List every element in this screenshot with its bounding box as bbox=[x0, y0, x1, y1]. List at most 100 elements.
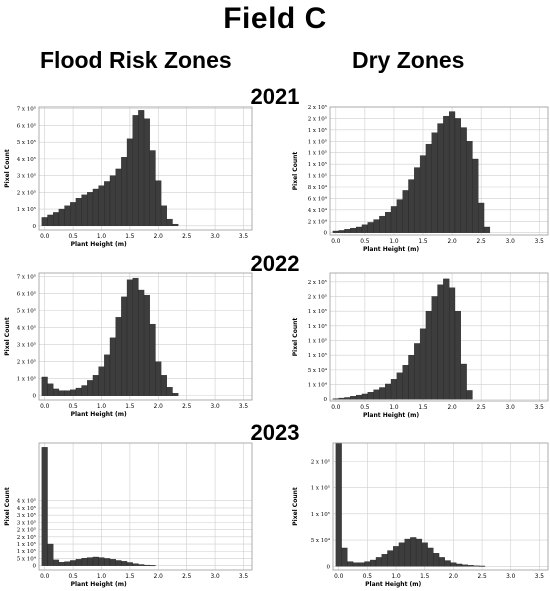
y-axis-label: Pixel Count bbox=[292, 487, 299, 526]
histogram-bar bbox=[390, 206, 398, 233]
y-tick-label: 3 x 10⁵ bbox=[17, 512, 36, 519]
y-tick-label: 1 x 10⁵ bbox=[308, 338, 327, 345]
x-axis-label: Plant Height (m) bbox=[71, 411, 127, 418]
histogram-bar bbox=[483, 226, 491, 233]
histogram-bar bbox=[385, 211, 392, 233]
histogram-bar bbox=[160, 375, 167, 396]
histogram-bar bbox=[58, 208, 65, 226]
x-tick-label: 2.0 bbox=[449, 574, 459, 580]
histogram-bar bbox=[53, 388, 60, 396]
y-tick-label: 0 bbox=[33, 564, 37, 570]
histogram-bar bbox=[160, 205, 167, 226]
x-tick-label: 2.5 bbox=[477, 239, 487, 245]
histogram-bar bbox=[408, 179, 415, 233]
histogram-bar bbox=[390, 379, 398, 400]
x-tick-label: 2.0 bbox=[447, 239, 457, 245]
histogram-bar bbox=[149, 565, 156, 567]
y-tick-label: 2 x 10⁵ bbox=[308, 279, 327, 286]
histogram-bar bbox=[404, 538, 411, 567]
x-tick-label: 1.0 bbox=[389, 239, 399, 245]
y-tick-label: 1 x 10⁵ bbox=[17, 548, 36, 555]
histogram-bar bbox=[166, 218, 173, 226]
y-tick-label: 2 x 10⁵ bbox=[17, 189, 36, 196]
histogram-bar bbox=[104, 354, 111, 396]
plot-frame bbox=[329, 272, 549, 402]
histogram-bar bbox=[75, 559, 82, 566]
histogram-bar bbox=[425, 143, 432, 233]
histogram-bar bbox=[415, 538, 423, 567]
x-tick-label: 1.5 bbox=[125, 404, 135, 410]
histogram-bar bbox=[338, 230, 345, 233]
histogram-bar bbox=[341, 547, 348, 567]
x-tick-label: 2.0 bbox=[154, 574, 164, 580]
y-tick-label: 5 x 10⁵ bbox=[17, 139, 36, 146]
x-tick-label: 3.5 bbox=[535, 405, 545, 411]
x-tick-label: 3.5 bbox=[535, 239, 545, 245]
year-label-2022: 2022 bbox=[250, 251, 300, 276]
x-tick-label: 1.0 bbox=[97, 404, 107, 410]
histogram-bar bbox=[47, 214, 54, 226]
x-tick-label: 2.0 bbox=[154, 404, 164, 410]
y-tick-label: 2 x 10⁵ bbox=[308, 115, 327, 122]
histogram-bar bbox=[81, 385, 88, 396]
histogram-bar bbox=[393, 546, 400, 567]
y-tick-label: 2 x 10⁴ bbox=[308, 218, 328, 225]
histogram-bar bbox=[448, 287, 456, 400]
histogram-bar bbox=[396, 372, 403, 400]
histogram-bar bbox=[472, 158, 479, 233]
histogram-bar bbox=[373, 219, 380, 233]
histogram-bar bbox=[410, 537, 417, 567]
y-tick-label: 1 x 10⁵ bbox=[17, 206, 36, 213]
histogram-bar bbox=[155, 361, 162, 396]
x-tick-label: 3.0 bbox=[210, 404, 220, 410]
histogram-bar bbox=[381, 554, 388, 567]
histogram-bar bbox=[431, 132, 438, 233]
histogram-bar bbox=[419, 328, 427, 400]
column-heading-dry: Dry Zones bbox=[352, 47, 465, 73]
x-axis-label: Plant Height (m) bbox=[363, 246, 419, 253]
plot-frame bbox=[329, 106, 549, 236]
histogram-bar bbox=[155, 180, 162, 226]
histogram-bar bbox=[344, 229, 351, 233]
plot-area bbox=[39, 443, 252, 570]
x-tick-label: 2.5 bbox=[477, 405, 487, 411]
plot-area bbox=[333, 443, 548, 570]
y-tick-label: 4 x 10⁵ bbox=[17, 156, 36, 163]
x-axis-label: Plant Height (m) bbox=[71, 241, 127, 248]
histogram-bar bbox=[115, 317, 122, 396]
histogram-bar bbox=[344, 397, 351, 400]
plot-frame bbox=[38, 106, 253, 231]
y-axis-label: Pixel Count bbox=[292, 152, 299, 191]
x-tick-label: 3.5 bbox=[239, 574, 249, 580]
y-tick-label: 0 bbox=[327, 564, 331, 570]
histogram-bar bbox=[121, 561, 128, 566]
x-axis-label: Plant Height (m) bbox=[71, 581, 127, 588]
x-tick-label: 0.0 bbox=[331, 405, 341, 411]
histogram-bar bbox=[408, 355, 415, 400]
x-tick-label: 1.5 bbox=[418, 405, 428, 411]
y-tick-label: 2 x 10⁵ bbox=[17, 534, 36, 541]
histogram-bar bbox=[460, 127, 467, 233]
histogram-bar bbox=[53, 559, 60, 566]
y-tick-label: 8 x 10⁴ bbox=[308, 184, 328, 191]
histogram-bar bbox=[47, 383, 54, 396]
histogram-bar bbox=[92, 188, 99, 226]
x-tick-label: 2.0 bbox=[447, 405, 457, 411]
histogram-bar bbox=[138, 289, 145, 396]
x-tick-label: 2.5 bbox=[182, 234, 192, 240]
y-tick-label: 2 x 10⁵ bbox=[308, 293, 327, 300]
histogram-bar bbox=[466, 141, 473, 233]
y-tick-label: 1 x 10⁵ bbox=[308, 150, 327, 157]
histogram-bar bbox=[109, 559, 116, 566]
y-tick-label: 1 x 10⁵ bbox=[308, 352, 327, 359]
histogram-bar bbox=[109, 175, 116, 226]
histogram-bar bbox=[149, 150, 156, 226]
x-tick-label: 1.0 bbox=[391, 574, 401, 580]
x-tick-label: 3.5 bbox=[239, 234, 249, 240]
y-tick-label: 1 x 10⁵ bbox=[17, 376, 36, 383]
y-tick-label: 3 x 10⁵ bbox=[17, 519, 36, 526]
x-tick-label: 0.0 bbox=[40, 404, 50, 410]
histogram-2022-flood: 0.0 0.5 1.0 1.5 2.0 2.5 3.0 3.5 0 1 x 10⁵ 2 x 10⁵ 3… bbox=[4, 272, 253, 418]
histogram-bar bbox=[64, 205, 71, 226]
histogram-bar bbox=[364, 561, 371, 567]
